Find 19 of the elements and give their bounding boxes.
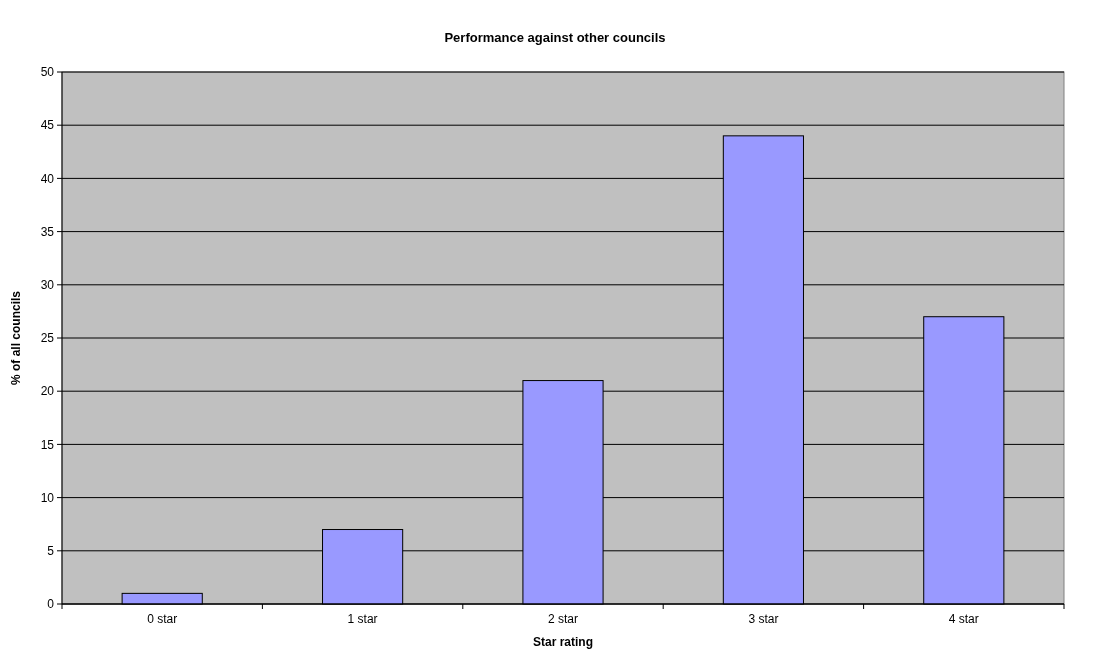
x-tick-label: 2 star: [547, 612, 579, 626]
y-tick-label: 10: [40, 490, 55, 505]
x-tick-label: 0 star: [147, 612, 178, 626]
y-tick-label: 30: [40, 278, 55, 292]
x-tick-label: 3 star: [748, 612, 779, 626]
y-tick-label: 50: [40, 65, 55, 80]
y-tick-label: 0: [47, 597, 55, 612]
y-tick-label: 45: [40, 118, 55, 133]
x-tick-label: 1 star: [347, 612, 378, 626]
y-tick-label: 25: [40, 331, 55, 346]
x-axis-title: Star rating: [532, 635, 594, 649]
y-tick-label: 5: [47, 544, 55, 558]
x-tick-label: 4 star: [948, 612, 979, 626]
y-tick-label: 15: [40, 437, 55, 452]
chart-title: Performance against other councils: [444, 30, 666, 45]
y-tick-label: 40: [40, 171, 55, 186]
y-tick-label: 20: [40, 384, 55, 399]
y-axis-title: % of all councils: [9, 290, 23, 386]
y-tick-label: 35: [40, 224, 55, 239]
